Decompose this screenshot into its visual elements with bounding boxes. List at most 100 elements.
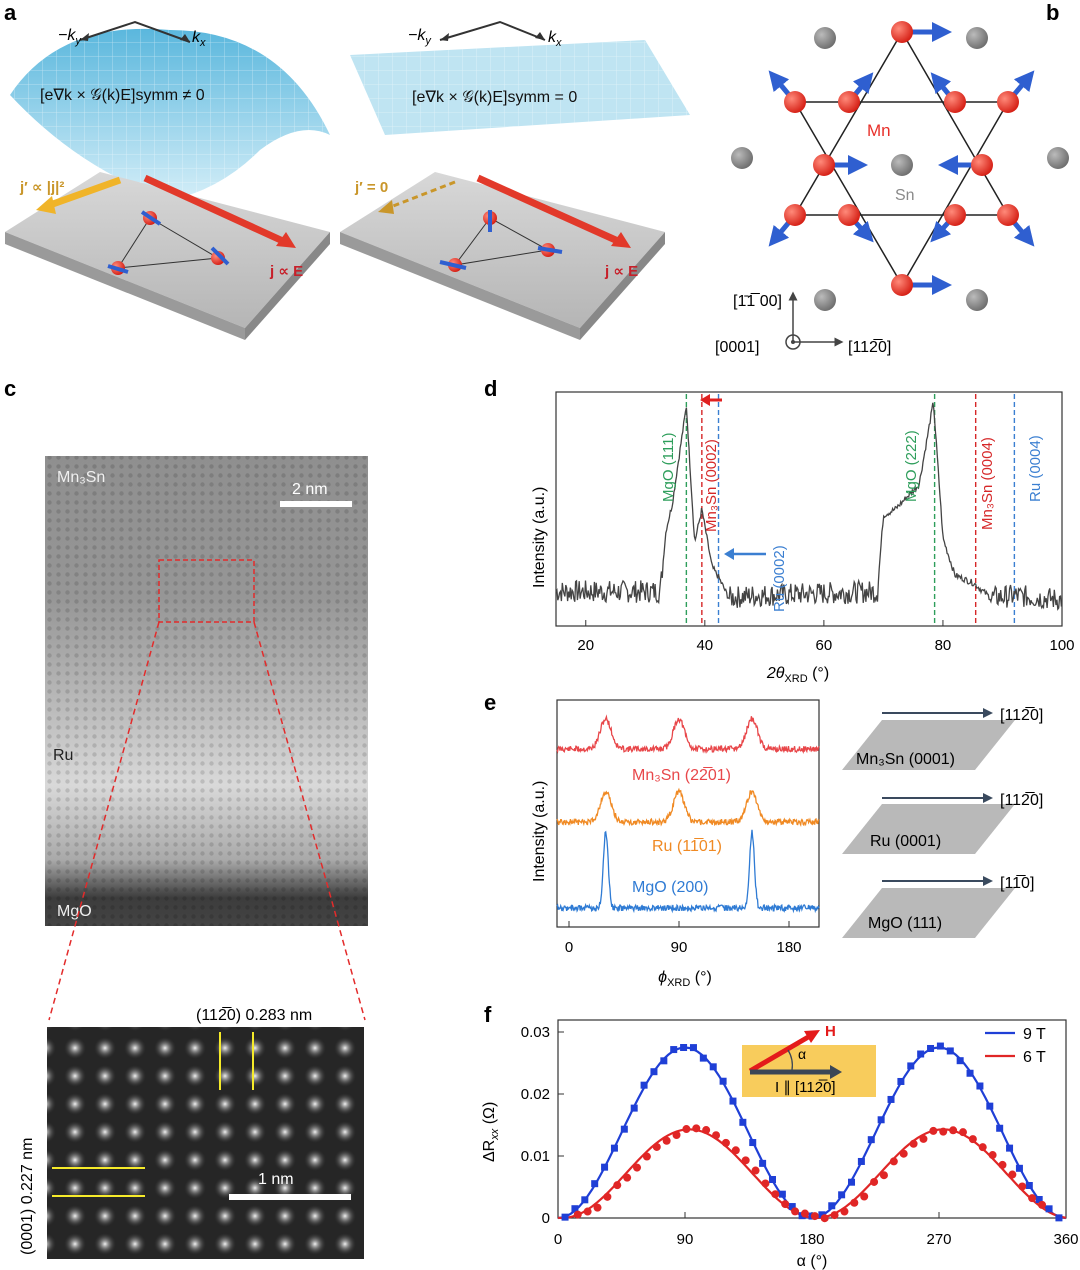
phi-trace-mn3sn bbox=[556, 714, 820, 755]
equation-left: [e∇k × 𝒢(k)E]symm ≠ 0 bbox=[40, 87, 205, 104]
axis-ky-left: −ky bbox=[58, 27, 82, 47]
x-axis-label-e: ϕXRD (°) bbox=[658, 969, 712, 989]
panel-label-f: f bbox=[484, 1002, 492, 1027]
zoom-region-box bbox=[158, 559, 255, 623]
plane-label-mgo: MgO (111) bbox=[868, 915, 942, 932]
axis-kx-right: kx bbox=[548, 29, 562, 49]
panel-label-d: d bbox=[484, 376, 498, 401]
data-point-9t bbox=[887, 1095, 895, 1103]
data-point-6t bbox=[899, 1149, 908, 1158]
dir-label-mgo: [11̅0] bbox=[1000, 874, 1034, 892]
sn-atom bbox=[966, 289, 988, 311]
data-point-6t bbox=[633, 1163, 642, 1172]
mn-atom bbox=[838, 204, 860, 226]
data-point-6t bbox=[800, 1209, 809, 1218]
data-point-6t bbox=[662, 1136, 671, 1145]
panel-label-b: b bbox=[1046, 0, 1060, 25]
data-point-6t bbox=[870, 1177, 879, 1186]
axis-ky-right: −ky bbox=[408, 27, 432, 47]
data-point-6t bbox=[603, 1192, 612, 1201]
data-point-9t bbox=[936, 1042, 944, 1050]
data-point-6t bbox=[919, 1134, 928, 1143]
data-point-6t bbox=[593, 1203, 602, 1212]
x-tick-label: 100 bbox=[1049, 637, 1074, 654]
x-ticks-e bbox=[568, 921, 790, 927]
k-axes-left bbox=[79, 20, 191, 43]
mn-atom bbox=[784, 204, 806, 226]
data-point-6t bbox=[929, 1126, 938, 1135]
sn-atoms bbox=[731, 27, 1069, 311]
data-point-6t bbox=[583, 1207, 592, 1216]
peak-label-mn3sn0004: Mn₃Sn (0004) bbox=[979, 437, 996, 530]
dir-label-mn3sn: [112̅0] bbox=[1000, 706, 1043, 724]
data-point-6t bbox=[840, 1207, 849, 1216]
data-point-6t bbox=[909, 1139, 918, 1148]
scale-label-2nm: 2 nm bbox=[292, 481, 328, 498]
y-axis-label-f: ΔRxx (Ω) bbox=[481, 1102, 501, 1162]
trace-label-mn3sn: Mn₃Sn (22̅01) bbox=[632, 766, 731, 784]
spin-triangle-right bbox=[439, 210, 563, 272]
sn-atom bbox=[814, 27, 836, 49]
data-point-6t bbox=[879, 1171, 888, 1180]
data-point-9t bbox=[956, 1057, 964, 1065]
x-axis-label-d: 2θXRD (°) bbox=[766, 665, 829, 685]
scale-bar-2nm bbox=[280, 501, 352, 507]
data-point-6t bbox=[860, 1192, 869, 1201]
data-point-9t bbox=[729, 1097, 737, 1105]
x-tick-label: 360 bbox=[1053, 1231, 1078, 1248]
data-point-9t bbox=[986, 1102, 994, 1110]
data-point-9t bbox=[828, 1202, 836, 1210]
data-point-9t bbox=[759, 1159, 767, 1167]
data-point-9t bbox=[788, 1203, 796, 1211]
phi-trace-ru bbox=[556, 787, 820, 827]
data-point-6t bbox=[672, 1131, 681, 1140]
zoom-label-0001: (0001) 0.227 nm bbox=[19, 1138, 36, 1255]
y-axis-label-d: Intensity (a.u.) bbox=[531, 487, 548, 588]
data-point-6t bbox=[682, 1125, 691, 1134]
k-axes-right bbox=[439, 20, 546, 41]
data-point-9t bbox=[591, 1180, 599, 1188]
data-point-6t bbox=[820, 1214, 829, 1223]
tem-zoom-image bbox=[47, 1027, 364, 1259]
legend-label-6t: 6 T bbox=[1023, 1049, 1046, 1066]
panel-f-amr: 0 90 180 270 360 0 0.01 0.02 0.03 α (°) … bbox=[481, 1019, 1079, 1270]
j-label-left: j ∝ E bbox=[269, 263, 303, 280]
trace-label-ru: Ru (11̅01) bbox=[652, 837, 722, 855]
data-point-6t bbox=[988, 1151, 997, 1160]
x-tick-label: 90 bbox=[671, 939, 688, 956]
data-point-6t bbox=[939, 1127, 948, 1136]
phi-trace-mgo bbox=[556, 829, 820, 914]
data-point-9t bbox=[976, 1082, 984, 1090]
inset-angle-label: α bbox=[798, 1046, 806, 1062]
data-point-9t bbox=[709, 1063, 717, 1071]
y-axis-label-e: Intensity (a.u.) bbox=[531, 781, 548, 882]
data-point-9t bbox=[699, 1054, 707, 1062]
spin-triangle-left bbox=[107, 210, 230, 275]
peak-label-mgo111: MgO (111) bbox=[660, 433, 677, 502]
data-point-6t bbox=[1008, 1170, 1017, 1179]
data-point-9t bbox=[630, 1104, 638, 1112]
x-tick-label: 0 bbox=[554, 1231, 562, 1248]
panel-c-tem: Mn₃Sn Ru MgO 2 nm (112̅0) 0.283 nm 1 nm … bbox=[19, 456, 368, 1259]
data-point-9t bbox=[867, 1136, 875, 1144]
zoom-line-right bbox=[253, 621, 366, 1021]
epitaxy-diagram-ru bbox=[842, 793, 1015, 854]
current-arrow-left bbox=[143, 174, 296, 248]
data-point-9t bbox=[581, 1196, 589, 1204]
x-tick-label: 20 bbox=[577, 637, 594, 654]
direction-0001: [0001] bbox=[715, 339, 759, 356]
x-tick-label: 270 bbox=[926, 1231, 951, 1248]
direction-1-100: [1̄1̅ 00] bbox=[733, 292, 782, 310]
data-point-9t bbox=[640, 1081, 648, 1089]
data-point-9t bbox=[946, 1047, 954, 1055]
layer-label-ru: Ru bbox=[53, 747, 73, 764]
data-point-6t bbox=[751, 1166, 760, 1175]
layer-label-mgo: MgO bbox=[57, 903, 92, 920]
j-label-right: j ∝ E bbox=[604, 263, 638, 280]
data-point-9t bbox=[571, 1205, 579, 1213]
mn-atom bbox=[838, 91, 860, 113]
data-point-9t bbox=[838, 1191, 846, 1199]
sn-atom bbox=[891, 154, 913, 176]
data-point-6t bbox=[731, 1146, 740, 1155]
data-point-9t bbox=[1035, 1196, 1043, 1204]
